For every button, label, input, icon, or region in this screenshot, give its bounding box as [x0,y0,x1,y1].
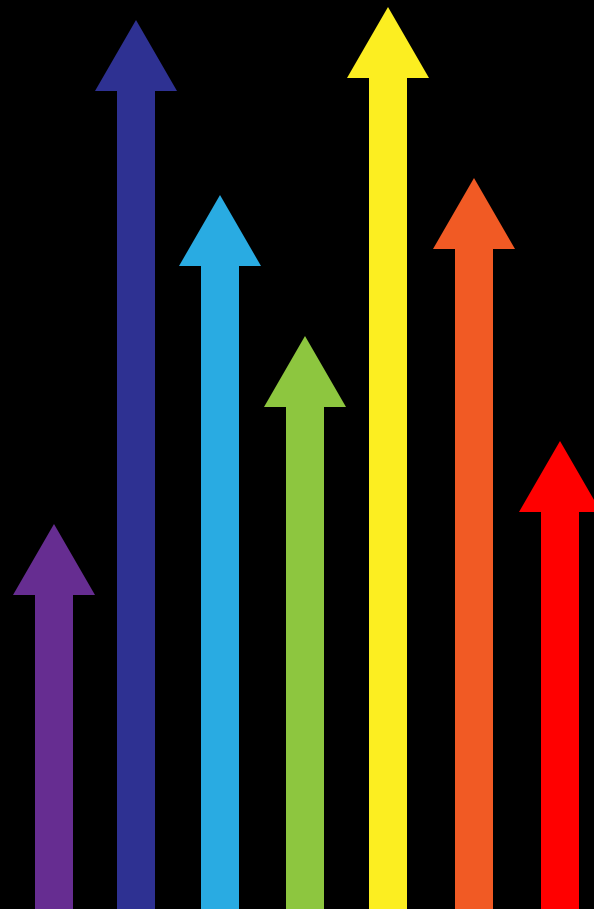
navy-arrow [95,20,177,909]
purple-arrow-head [13,524,95,595]
green-arrow-shaft [286,406,324,909]
red-arrow-shaft [541,511,579,909]
orange-arrow-head [433,178,515,249]
orange-arrow-shaft [455,248,493,909]
orange-arrow [433,178,515,909]
navy-arrow-shaft [117,90,155,909]
green-arrow [264,336,346,909]
yellow-arrow [347,7,429,909]
navy-arrow-head [95,20,177,91]
sky-blue-arrow [179,195,261,909]
purple-arrow-shaft [35,594,73,909]
red-arrow [519,441,594,909]
purple-arrow [13,524,95,909]
yellow-arrow-head [347,7,429,78]
sky-blue-arrow-head [179,195,261,266]
yellow-arrow-shaft [369,77,407,909]
red-arrow-head [519,441,594,512]
green-arrow-head [264,336,346,407]
sky-blue-arrow-shaft [201,265,239,909]
